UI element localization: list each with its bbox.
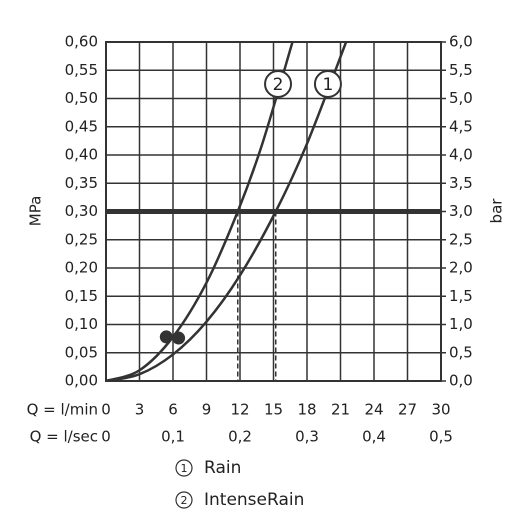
y2-tick-label: 6,0 <box>449 33 473 51</box>
y2-tick-label: 4,0 <box>449 146 473 164</box>
y-tick-label: 0,60 <box>65 33 98 51</box>
marker <box>172 331 186 345</box>
y2-tick-label: 3,0 <box>449 202 473 220</box>
legend-number: 1 <box>181 462 188 475</box>
y2-axis-label: bar <box>488 198 506 224</box>
y-tick-label: 0,50 <box>65 89 98 107</box>
legend-label: Rain <box>204 458 241 478</box>
x-tick-label: 15 <box>264 401 283 419</box>
x-tick-label: 12 <box>230 401 249 419</box>
y2-tick-label: 2,5 <box>449 230 473 248</box>
x2-tick-label: 0,1 <box>161 428 185 446</box>
y2-tick-label: 0,0 <box>449 372 473 390</box>
y-tick-label: 0,30 <box>65 202 98 220</box>
y-tick-label: 0,35 <box>65 174 98 192</box>
x-tick-label: 3 <box>135 401 145 419</box>
y2-tick-label: 5,0 <box>449 89 473 107</box>
y-tick-label: 0,10 <box>65 315 98 333</box>
y2-tick-label: 3,5 <box>449 174 473 192</box>
curve <box>106 42 294 381</box>
y2-tick-label: 5,5 <box>449 61 473 79</box>
y2-tick-label: 4,5 <box>449 117 473 135</box>
y-tick-label: 0,20 <box>65 259 98 277</box>
curve-label: 2 <box>273 75 284 95</box>
y-tick-label: 0,55 <box>65 61 98 79</box>
curve-label-circle <box>313 70 342 98</box>
x-tick-label: 24 <box>364 401 383 419</box>
x2-tick-label: 0,3 <box>295 428 319 446</box>
y2-tick-label: 1,5 <box>449 287 473 305</box>
x-tick-label: 9 <box>202 401 212 419</box>
curve-label: 1 <box>323 75 334 95</box>
y-tick-label: 0,40 <box>65 146 98 164</box>
y-tick-label: 0,25 <box>65 230 98 248</box>
x-axis-label: Q = l/min <box>27 401 98 419</box>
legend-number: 2 <box>181 494 188 507</box>
y-tick-label: 0,00 <box>65 372 98 390</box>
x2-tick-label: 0 <box>101 428 111 446</box>
y-tick-label: 0,05 <box>65 343 98 361</box>
x-tick-label: 30 <box>431 401 450 419</box>
y2-tick-label: 2,0 <box>449 259 473 277</box>
x2-tick-label: 0,2 <box>228 428 252 446</box>
y-tick-label: 0,45 <box>65 117 98 135</box>
x2-tick-label: 0,4 <box>362 428 386 446</box>
x2-tick-label: 0,5 <box>429 428 453 446</box>
legend-label: IntenseRain <box>204 490 304 510</box>
x2-axis-label: Q = l/sec <box>30 428 98 446</box>
x-tick-label: 27 <box>398 401 417 419</box>
legend-circle <box>175 459 193 477</box>
y-tick-label: 0,15 <box>65 287 98 305</box>
legend-circle <box>175 491 193 509</box>
x-tick-label: 18 <box>297 401 316 419</box>
curve-label-circle <box>264 70 293 98</box>
y-axis-label: MPa <box>27 196 45 227</box>
y2-tick-label: 0,5 <box>449 343 473 361</box>
y2-tick-label: 1,0 <box>449 315 473 333</box>
x-tick-label: 0 <box>101 401 111 419</box>
marker <box>159 330 173 344</box>
x-tick-label: 6 <box>168 401 178 419</box>
x-tick-label: 21 <box>331 401 350 419</box>
curves <box>106 42 348 381</box>
curve <box>106 42 348 381</box>
